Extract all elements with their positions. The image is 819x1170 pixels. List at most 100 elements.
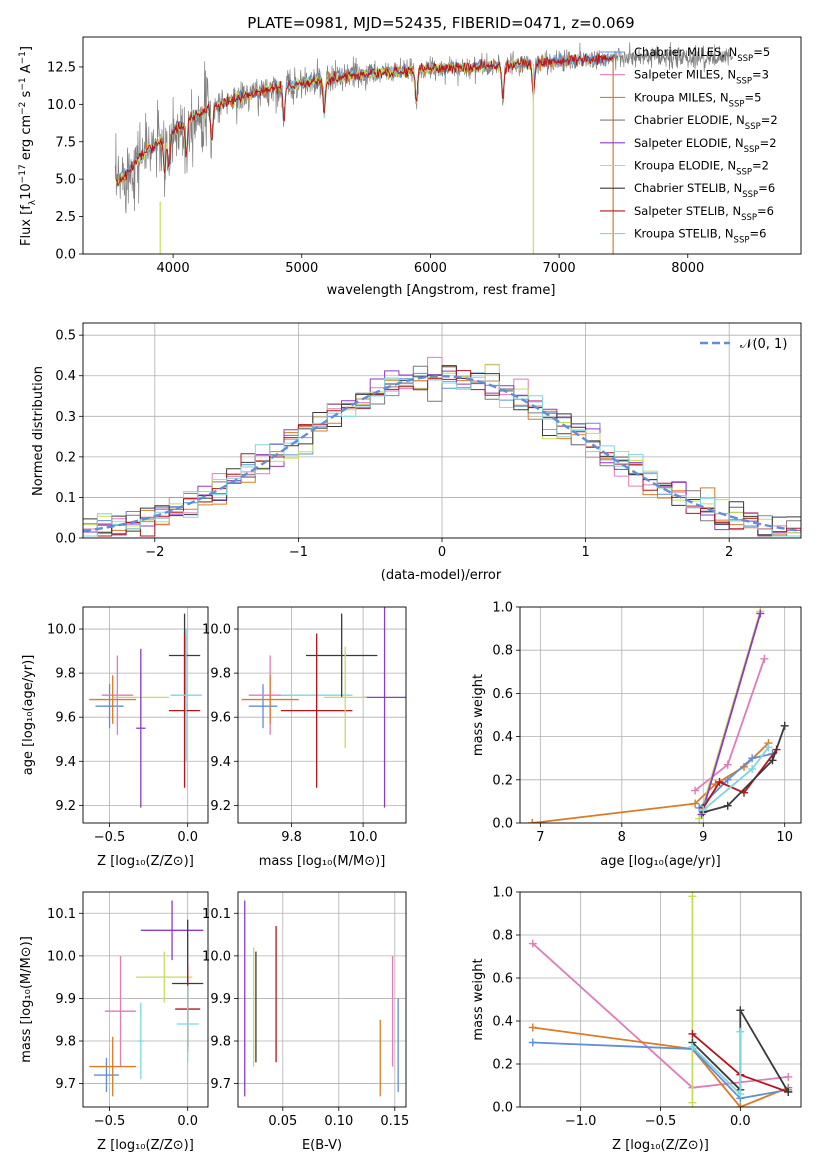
y-tick-label: 12.5	[47, 60, 76, 75]
y-tick-label: 9.8	[55, 667, 76, 682]
y-axis-label: mass [log₁₀(M/M⊙)]	[19, 936, 34, 1063]
x-axis-label: wavelength [Angstrom, rest frame]	[327, 283, 556, 298]
legend-n-eq: =	[752, 159, 762, 173]
y-axis-label-part: −17	[18, 164, 28, 183]
x-tick-label: 6000	[414, 261, 447, 276]
y-axis-label-part: −1	[18, 77, 28, 90]
legend-n-prefix: , N	[728, 136, 744, 150]
legend-n-prefix: , N	[726, 181, 742, 195]
y-tick-label: 9.4	[55, 755, 76, 770]
x-tick-label: 10	[776, 830, 793, 845]
x-tick-label: 10.0	[349, 830, 378, 845]
legend-name: Chabrier STELIB	[634, 181, 726, 195]
x-tick-label: 1	[581, 545, 589, 560]
y-axis-label: Normed distribution	[31, 366, 46, 496]
legend-label: Kroupa ELODIE, NSSP=2	[634, 159, 769, 178]
x-tick-label: 8	[618, 830, 626, 845]
x-tick-label: −0.5	[94, 830, 126, 845]
residuals-plot-area	[83, 323, 801, 538]
x-tick-label: 9	[699, 830, 707, 845]
legend-n-prefix: , N	[725, 204, 741, 218]
y-tick-label: 10.1	[47, 907, 76, 922]
legend-n-sub: SSP	[741, 213, 757, 223]
legend-n-sub: SSP	[734, 236, 750, 246]
legend-n-sub: SSP	[729, 99, 745, 109]
legend-label: Chabrier MILES, NSSP=5	[634, 45, 770, 64]
y-axis-label-part: −1	[18, 51, 28, 64]
legend-n-prefix: , N	[721, 45, 737, 59]
y-tick-label: 0.2	[492, 1058, 513, 1073]
legend-label: Kroupa MILES, NSSP=5	[634, 90, 761, 109]
z-age-plot-area	[83, 607, 208, 823]
x-axis-label: age [log₁₀(age/yr)]	[600, 854, 721, 869]
spectrum-panel: 4000 5000 6000 7000 8000 0.0 2.5 5.0 7.5 10.0 12.5	[47, 36, 802, 276]
x-tick-label: 0.15	[380, 1114, 409, 1129]
y-tick-label: 9.9	[55, 992, 76, 1007]
z-mass-panel: −0.5 0.0 9.7 9.8 9.9 10.0 10.1	[47, 891, 209, 1129]
legend-n-eq: =	[761, 113, 771, 127]
y-tick-label: 9.2	[55, 799, 76, 814]
y-tick-label: 9.4	[210, 755, 231, 770]
x-axis-label: Z [log₁₀(Z/Z⊙)]	[97, 1138, 194, 1153]
y-tick-label: 9.6	[55, 711, 76, 726]
legend-name: Salpeter STELIB	[634, 204, 725, 218]
legend-n-eq: =	[752, 68, 762, 82]
legend-label: Salpeter STELIB, NSSP=6	[634, 204, 774, 223]
y-tick-label: 0.6	[492, 687, 513, 702]
y-tick-label: 10.0	[47, 98, 76, 113]
x-tick-label: 0	[438, 545, 446, 560]
x-axis-label: Z [log₁₀(Z/Z⊙)]	[97, 854, 194, 869]
x-tick-label: 0.0	[177, 830, 198, 845]
legend-n-prefix: , N	[718, 227, 734, 241]
y-axis-label: mass weight	[471, 958, 486, 1040]
legend-n-value: 5	[754, 90, 761, 104]
y-tick-label: 10.0	[47, 623, 76, 638]
axes-frame	[237, 891, 407, 1108]
y-tick-label: 7.5	[55, 135, 76, 150]
x-tick-label: 8000	[671, 261, 704, 276]
x-tick-label: 0.0	[730, 1114, 751, 1129]
model-spectrum-salpeter_stelib	[116, 53, 614, 186]
model-spectrum-kroupa_miles	[116, 52, 614, 187]
x-tick-label: −0.5	[645, 1114, 677, 1129]
x-tick-label: −1.0	[565, 1114, 597, 1129]
axes-frame	[82, 322, 802, 539]
legend-n-value: 6	[768, 181, 775, 195]
x-axis-label: E(B-V)	[302, 1138, 342, 1153]
x-tick-label: 0.10	[324, 1114, 353, 1129]
series-line-salpeter_elodie	[700, 613, 762, 815]
legend-name: Kroupa ELODIE	[634, 159, 720, 173]
y-tick-label: 9.8	[55, 1035, 76, 1050]
x-tick-label: −1	[289, 545, 308, 560]
normal-curve	[83, 374, 801, 533]
legend-n-prefix: , N	[729, 113, 745, 127]
y-tick-label: 9.6	[210, 711, 231, 726]
z-weight-panel: −1.0 −0.5 0.0 0.0 0.2 0.4 0.6 0.8 1.0	[492, 886, 802, 1129]
legend-n-prefix: , N	[713, 90, 729, 104]
y-axis-label-part: s	[19, 90, 34, 101]
legend-name: Kroupa MILES	[634, 90, 713, 104]
axes-frame	[237, 606, 407, 824]
y-tick-label: 1.0	[492, 886, 513, 901]
y-tick-label: 10.0	[47, 949, 76, 964]
y-axis-label: mass weight	[471, 674, 486, 756]
x-tick-label: 4000	[157, 261, 190, 276]
x-tick-label: 9.8	[281, 830, 302, 845]
mass-age-plot-area	[238, 607, 406, 823]
legend-n-sub: SSP	[737, 54, 753, 64]
x-tick-label: 0.05	[268, 1114, 297, 1129]
legend-label: 𝒩(0, 1)	[740, 337, 787, 352]
legend-label: Salpeter MILES, NSSP=3	[634, 68, 769, 87]
z-age-panel: −0.5 0.0 9.2 9.4 9.6 9.8 10.0	[47, 606, 209, 845]
y-axis-label-part: ]	[19, 46, 34, 51]
legend-label: Chabrier ELODIE, NSSP=2	[634, 113, 778, 132]
series-line-kroupa_miles	[532, 742, 770, 823]
x-tick-label: 2	[725, 545, 733, 560]
mass-age-panel: 9.8 10.0 9.2 9.4 9.6 9.8 10.0	[202, 606, 407, 845]
x-tick-label: 7	[536, 830, 544, 845]
legend-label: Salpeter ELODIE, NSSP=2	[634, 136, 777, 155]
axes-frame	[82, 891, 209, 1108]
legend-n-eq: =	[744, 90, 754, 104]
y-tick-label: 9.9	[210, 992, 231, 1007]
x-axis-label: mass [log₁₀(M/M⊙)]	[259, 854, 386, 869]
